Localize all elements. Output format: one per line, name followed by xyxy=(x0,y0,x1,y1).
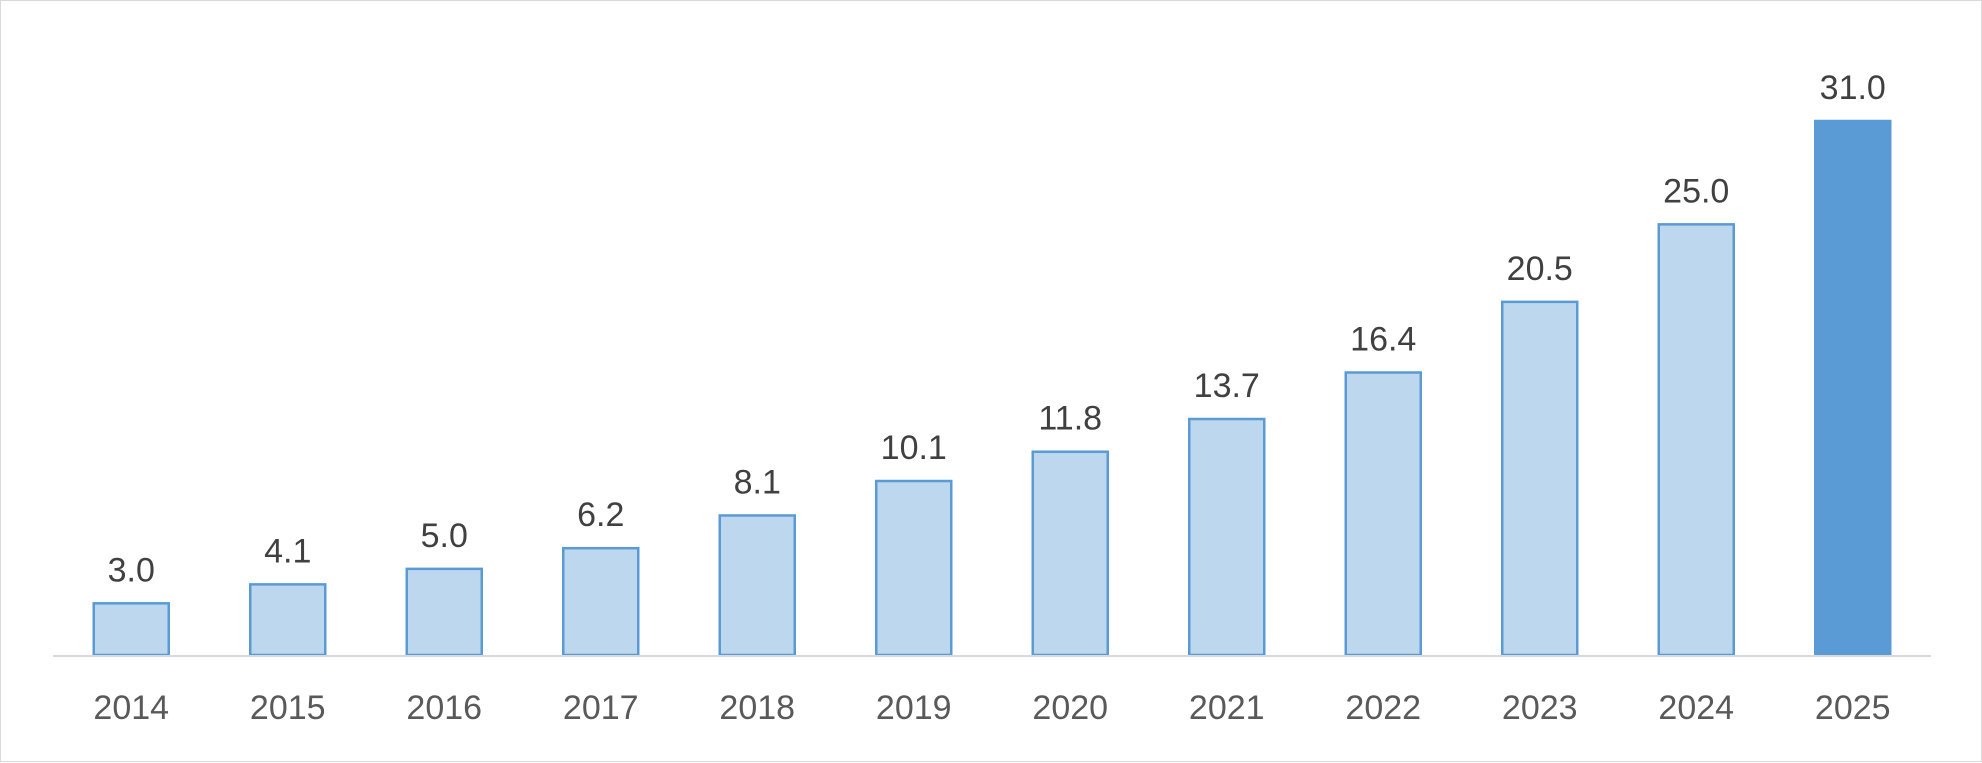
data-label-2019: 10.1 xyxy=(881,429,947,467)
x-tick-label-2022: 2022 xyxy=(1345,689,1421,727)
bar-2023 xyxy=(1501,300,1579,657)
data-label-2021: 13.7 xyxy=(1194,367,1260,405)
data-label-2017: 6.2 xyxy=(577,496,624,534)
x-tick-label-2024: 2024 xyxy=(1658,689,1734,727)
data-label-2016: 5.0 xyxy=(421,517,468,555)
x-tick-label-2025: 2025 xyxy=(1815,689,1891,727)
data-label-2020: 11.8 xyxy=(1038,400,1102,438)
bar-2019 xyxy=(875,479,953,657)
data-labels-layer: 3.0 4.1 5.0 6.2 8.1 10.1 11.8 13.7 16.4 20.5 25.0 3… xyxy=(108,69,1886,589)
bar-2014 xyxy=(92,602,170,657)
x-tick-label-2020: 2020 xyxy=(1032,689,1108,727)
data-label-2024: 25.0 xyxy=(1663,172,1729,210)
data-label-2018: 8.1 xyxy=(734,463,781,501)
bars-layer xyxy=(92,119,1892,657)
x-tick-label-2014: 2014 xyxy=(93,689,169,727)
data-label-2023: 20.5 xyxy=(1507,250,1573,288)
data-label-2022: 16.4 xyxy=(1350,320,1416,358)
x-tick-label-2023: 2023 xyxy=(1502,689,1578,727)
x-tick-label-2021: 2021 xyxy=(1189,689,1265,727)
bar-2025 xyxy=(1814,119,1892,657)
bar-2020 xyxy=(1031,450,1109,657)
x-tick-label-2017: 2017 xyxy=(563,689,639,727)
x-tick-label-2016: 2016 xyxy=(406,689,482,727)
bar-2021 xyxy=(1188,417,1266,657)
bar-2024 xyxy=(1657,223,1735,657)
data-label-2025: 31.0 xyxy=(1820,69,1886,107)
x-tick-label-2019: 2019 xyxy=(876,689,952,727)
data-label-2014: 3.0 xyxy=(108,551,155,589)
bar-2018 xyxy=(718,514,796,657)
bar-2017 xyxy=(562,546,640,657)
bar-2015 xyxy=(249,583,327,657)
bar-2016 xyxy=(405,567,483,657)
data-label-2015: 4.1 xyxy=(264,532,311,570)
bar-2022 xyxy=(1344,371,1422,657)
x-tick-label-2018: 2018 xyxy=(719,689,795,727)
x-tick-labels-layer: 2014 2015 2016 2017 2018 2019 2020 2021 2022 2023… xyxy=(93,689,1890,727)
x-tick-label-2015: 2015 xyxy=(250,689,326,727)
